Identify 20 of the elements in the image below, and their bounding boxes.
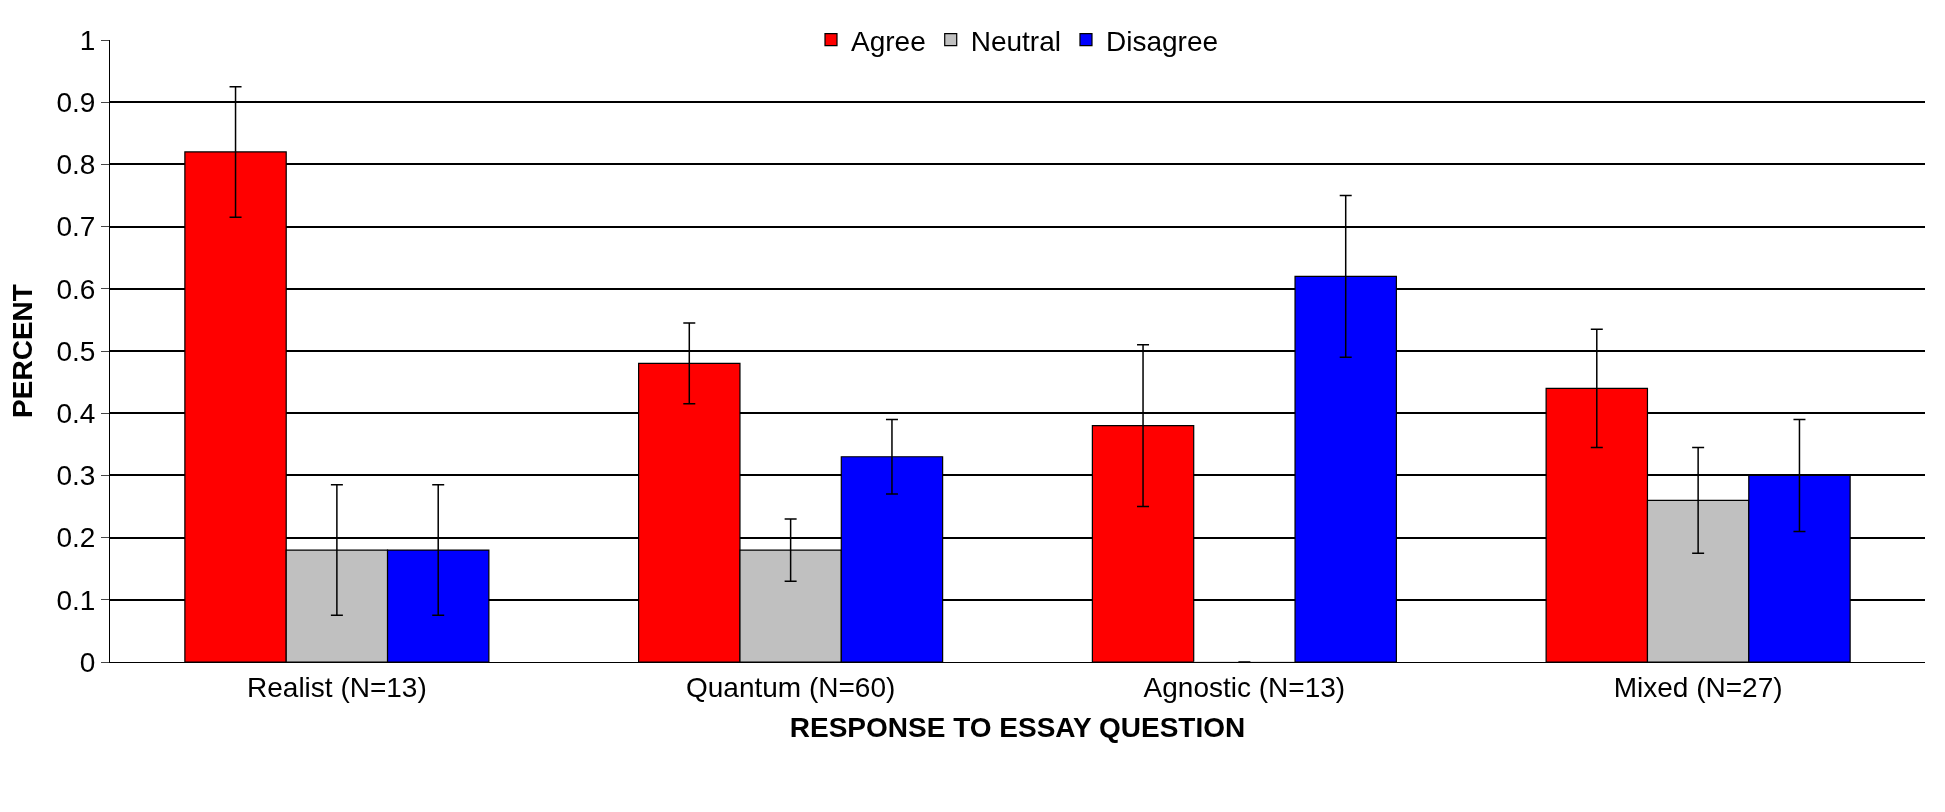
y-tick-label: 0.9: [56, 87, 96, 118]
y-tick-label: 0.6: [56, 273, 96, 305]
y-tick-label: 1: [79, 24, 96, 56]
x-tick-label: Agnostic (N=13): [1143, 671, 1346, 703]
y-tick-label: 0.8: [56, 149, 96, 181]
x-axis-title: RESPONSE TO ESSAY QUESTION: [789, 711, 1246, 743]
x-tick-label: Realist (N=13): [247, 671, 427, 703]
legend-label: Neutral: [970, 25, 1061, 57]
x-tick-label: Mixed (N=27): [1613, 671, 1783, 703]
legend-label: Disagree: [1105, 25, 1219, 57]
y-tick-label: 0.7: [56, 211, 96, 243]
y-tick-label: 0.3: [56, 460, 96, 492]
x-tick-label: Quantum (N=60): [685, 671, 896, 703]
y-tick-label: 0.1: [56, 584, 96, 616]
y-tick-label: 0: [79, 646, 96, 678]
y-tick-label: 0.2: [56, 522, 96, 554]
y-tick-label: 0.5: [56, 335, 96, 367]
legend-label: Agree: [851, 25, 926, 57]
y-tick-label: 0.4: [56, 398, 96, 429]
y-axis-title: PERCENT: [7, 284, 39, 418]
